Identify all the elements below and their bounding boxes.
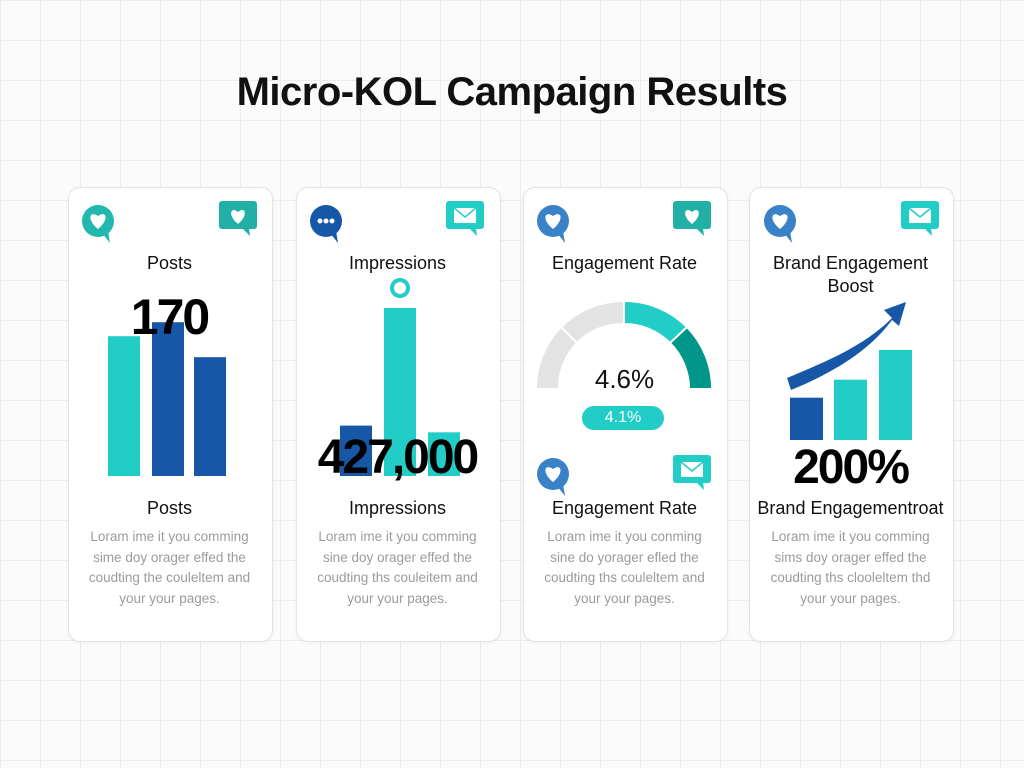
metric-value: 170 [130,289,210,345]
bar [790,397,823,440]
heart-chat-icon [537,458,569,496]
desc-line: your your pages. [119,590,220,606]
badge-value: 4.1% [604,409,642,426]
heart-chat-icon [764,205,796,243]
desc-line: sims doy orager effed the [774,549,927,565]
bar [834,379,867,440]
desc-line: Loram ime it you comming [318,529,477,544]
bar [879,350,912,440]
card-label: Engagement Rate [551,498,698,518]
metric-value: 427,000 [317,431,480,484]
gauge-dark-teal [668,325,714,390]
desc-line: your your pages. [347,590,448,606]
bar [152,322,184,476]
desc-line: coudting ths couleitem and [317,570,478,585]
bar [194,357,226,476]
mail-message-icon [672,454,712,491]
metric-value: 200% [793,441,910,494]
card-description: Loram ime it you conming sine do yorager … [523,527,726,609]
desc-line: sine doy orager effed the [322,549,473,565]
card-description: Loram ime it you comming sine doy orager … [296,527,499,609]
engagement-badge [582,406,664,430]
desc-line: Loram ime it you comming [771,529,930,544]
engagement-gauge [534,299,714,390]
bar [384,308,416,476]
heart-message-icon [219,201,257,236]
desc-line: coudting the couleltem and [88,570,251,585]
heart-message-icon [673,201,711,236]
desc-line: sine do yorager efled the [550,549,699,565]
desc-line: Loram ime it you conming [547,529,702,544]
impressions-marker [390,278,410,298]
desc-line: coudting ths couleltem and [544,570,705,585]
boost-bar-chart [790,350,912,440]
desc-line: sime doy orager effed the [93,549,246,565]
card-title: Impressions [348,253,447,273]
desc-line: your your pages. [800,590,901,606]
page-title: Micro-KOL Campaign Results [236,70,788,114]
metric-value: 4.6% [594,364,655,394]
heart-chat-icon [537,205,569,243]
card-title: Brand Engagement [772,253,929,273]
card-title: Posts [146,253,193,273]
posts-bar-chart [108,322,226,476]
card-description: Loram ime it you comming sime doy orager … [68,527,271,609]
ellipsis-chat-icon [310,205,342,243]
mail-message-icon [900,200,940,237]
bar [108,336,140,476]
desc-line: your your pages. [574,590,675,606]
mail-message-icon [445,200,485,237]
gauge-gray-top [559,299,625,345]
heart-chat-icon [82,205,114,243]
growth-arrow-icon [787,302,906,390]
card-title-line2: Boost [827,276,874,296]
card-title: Engagement Rate [551,253,698,273]
desc-line: coudting ths clooleltem thd [770,570,931,585]
card-label: Posts [146,498,193,518]
card-label: Brand Engagementroat [757,498,944,518]
bar [340,425,372,476]
card-label: Impressions [348,498,447,518]
card-description: Loram ime it you comming sims doy orager … [749,527,952,609]
impressions-bar-chart [340,308,460,476]
bar [428,432,460,476]
desc-line: Loram ime it you comming [90,529,249,544]
